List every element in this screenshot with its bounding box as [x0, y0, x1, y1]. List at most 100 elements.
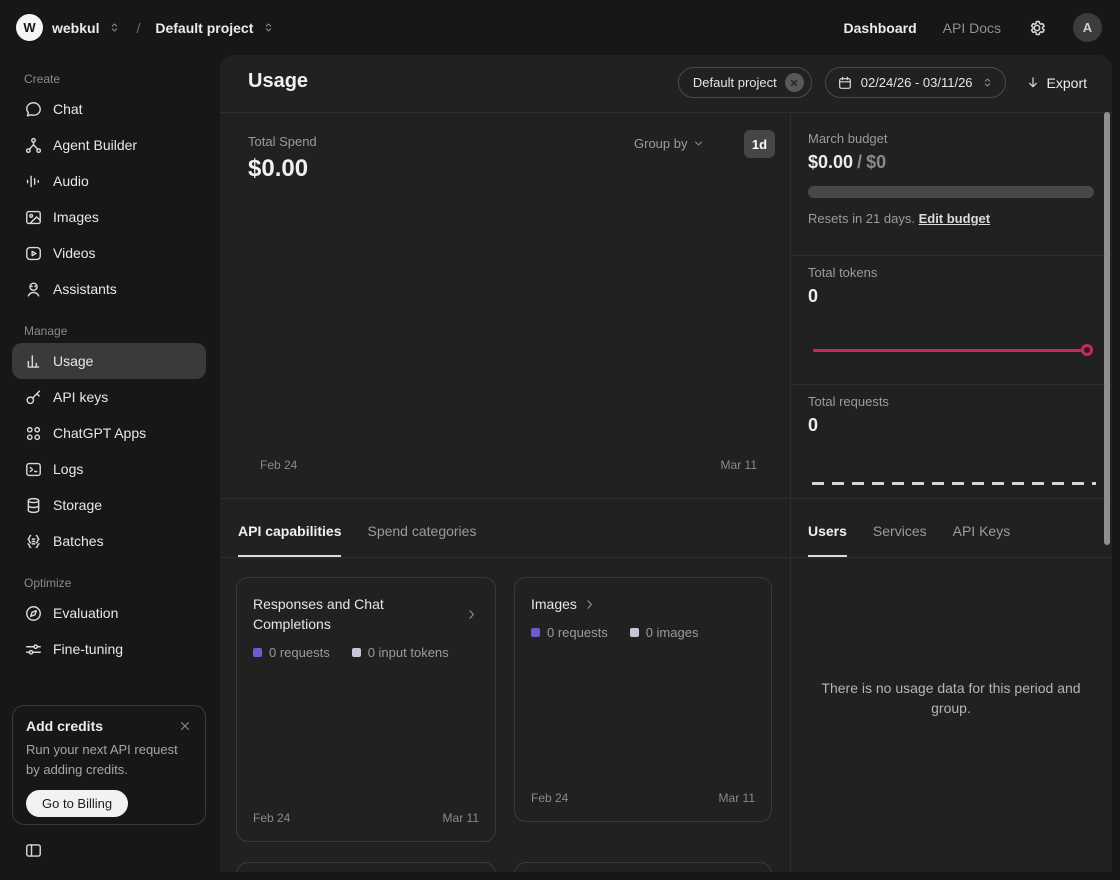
- interval-badge[interactable]: 1d: [744, 130, 775, 158]
- march-budget-label: March budget: [808, 131, 888, 146]
- budget-limit: $0: [866, 152, 887, 172]
- sidebar-item-videos[interactable]: Videos: [12, 235, 206, 271]
- sidebar-item-assistants[interactable]: Assistants: [12, 271, 206, 307]
- project-name[interactable]: Default project: [155, 19, 254, 36]
- legend-swatch-requests: [531, 628, 540, 637]
- remove-filter-icon[interactable]: [784, 73, 804, 92]
- sidebar-item-evaluation[interactable]: Evaluation: [12, 595, 206, 631]
- export-button[interactable]: Export: [1025, 75, 1087, 91]
- capability-card-responses[interactable]: Responses and Chat Completions 0 request…: [236, 577, 496, 842]
- settings-gear-icon[interactable]: [1027, 18, 1047, 38]
- braces-icon: [24, 532, 43, 551]
- sidebar-item-fine-tuning[interactable]: Fine-tuning: [12, 631, 206, 667]
- tab-services[interactable]: Services: [872, 523, 927, 539]
- requests-dashed-line-chart: [812, 482, 1096, 485]
- axis-end-label: Mar 11: [718, 791, 755, 805]
- legend-label: 0 input tokens: [367, 645, 449, 660]
- sidebar-item-images[interactable]: Images: [12, 199, 206, 235]
- sidebar-item-chat[interactable]: Chat: [12, 91, 206, 127]
- resets-text: Resets in 21 days.: [808, 211, 915, 226]
- close-icon[interactable]: [178, 719, 192, 733]
- breadcrumb: W webkul / Default project: [16, 14, 275, 41]
- axis-end-label: Mar 11: [442, 811, 479, 825]
- right-tab-bar: Users Services API Keys: [808, 523, 1010, 557]
- scrollbar-thumb[interactable]: [1104, 112, 1110, 545]
- budget-progress-bar: [808, 186, 1094, 198]
- apps-grid-icon: [24, 424, 43, 443]
- sidebar-item-storage[interactable]: Storage: [12, 487, 206, 523]
- budget-separator: /: [857, 152, 863, 172]
- edit-budget-link[interactable]: Edit budget: [918, 211, 991, 226]
- tokens-line-chart: [813, 349, 1082, 352]
- sidebar-item-agent-builder[interactable]: Agent Builder: [12, 127, 206, 163]
- sidebar-item-api-keys[interactable]: API keys: [12, 379, 206, 415]
- total-tokens-label: Total tokens: [808, 265, 878, 280]
- calendar-icon: [837, 75, 853, 91]
- project-filter-chip[interactable]: Default project: [677, 67, 812, 98]
- org-avatar[interactable]: W: [16, 14, 43, 41]
- legend-item: 0 requests: [253, 645, 330, 660]
- axis-end-label: Mar 11: [720, 458, 757, 472]
- sidebar-section-create: Create: [24, 72, 61, 86]
- user-avatar-initial: A: [1082, 20, 1093, 35]
- go-to-billing-button[interactable]: Go to Billing: [26, 790, 129, 817]
- sliders-icon: [24, 640, 43, 659]
- sidebar-item-label: API keys: [53, 389, 109, 405]
- empty-state-message: There is no usage data for this period a…: [821, 680, 1081, 716]
- total-requests-label: Total requests: [808, 394, 889, 409]
- chat-icon: [24, 100, 43, 119]
- tab-api-keys[interactable]: API Keys: [952, 523, 1011, 539]
- user-avatar[interactable]: A: [1073, 13, 1102, 42]
- total-spend-label: Total Spend: [248, 134, 317, 149]
- axis-start-label: Feb 24: [260, 458, 298, 472]
- sidebar-item-batches[interactable]: Batches: [12, 523, 206, 559]
- database-icon: [24, 496, 43, 515]
- export-label: Export: [1046, 74, 1087, 91]
- capability-card-clipped[interactable]: [236, 862, 496, 872]
- legend-item: 0 requests: [531, 625, 608, 640]
- legend-label: 0 requests: [269, 645, 330, 660]
- axis-start-label: Feb 24: [531, 791, 569, 805]
- legend-swatch-requests: [253, 648, 262, 657]
- date-range-picker[interactable]: 02/24/26 - 03/11/26: [824, 67, 1006, 98]
- sidebar-item-label: Evaluation: [53, 605, 119, 621]
- capability-card-clipped[interactable]: [514, 862, 772, 872]
- left-tab-bar: API capabilities Spend categories: [238, 523, 476, 557]
- group-by-dropdown[interactable]: Group by: [634, 136, 705, 151]
- sidebar-item-label: Fine-tuning: [53, 641, 124, 657]
- add-credits-body: Run your next API request by adding cred…: [26, 742, 178, 777]
- nav-api-docs[interactable]: API Docs: [942, 19, 1001, 36]
- assistant-icon: [24, 280, 43, 299]
- spend-chart-axis: Feb 24 Mar 11: [260, 458, 757, 472]
- capability-card-images[interactable]: Images 0 requests 0 images Feb 24 Mar 11: [514, 577, 772, 822]
- sidebar-item-logs[interactable]: Logs: [12, 451, 206, 487]
- sidebar-item-usage[interactable]: Usage: [12, 343, 206, 379]
- project-selector-icon[interactable]: [262, 21, 275, 34]
- tab-api-capabilities[interactable]: API capabilities: [238, 523, 342, 557]
- audio-waveform-icon: [24, 172, 43, 191]
- sidebar-item-chatgpt-apps[interactable]: ChatGPT Apps: [12, 415, 206, 451]
- sidebar-item-label: Agent Builder: [53, 137, 138, 153]
- total-spend-value: $0.00: [248, 155, 309, 182]
- tokens-line-marker: [1081, 344, 1093, 356]
- march-budget-value: $0.00/$0: [808, 152, 886, 173]
- nav-dashboard[interactable]: Dashboard: [843, 19, 917, 36]
- panel-divider: [790, 112, 791, 872]
- budget-spent: $0.00: [808, 152, 854, 172]
- axis-start-label: Feb 24: [253, 811, 291, 825]
- tab-spend-categories[interactable]: Spend categories: [367, 523, 477, 539]
- terminal-icon: [24, 460, 43, 479]
- tab-users[interactable]: Users: [808, 523, 847, 557]
- org-name[interactable]: webkul: [52, 19, 100, 36]
- legend-label: 0 images: [645, 625, 699, 640]
- sidebar-item-label: Images: [53, 209, 99, 225]
- sidebar-section-manage: Manage: [24, 324, 68, 338]
- sidebar-item-label: Videos: [53, 245, 96, 261]
- breadcrumb-separator: /: [136, 19, 141, 36]
- sidebar-item-audio[interactable]: Audio: [12, 163, 206, 199]
- sidebar-toggle-icon[interactable]: [24, 841, 43, 860]
- total-requests-value: 0: [808, 415, 819, 435]
- card-legend: 0 requests 0 input tokens: [253, 645, 479, 660]
- org-selector-icon[interactable]: [108, 21, 121, 34]
